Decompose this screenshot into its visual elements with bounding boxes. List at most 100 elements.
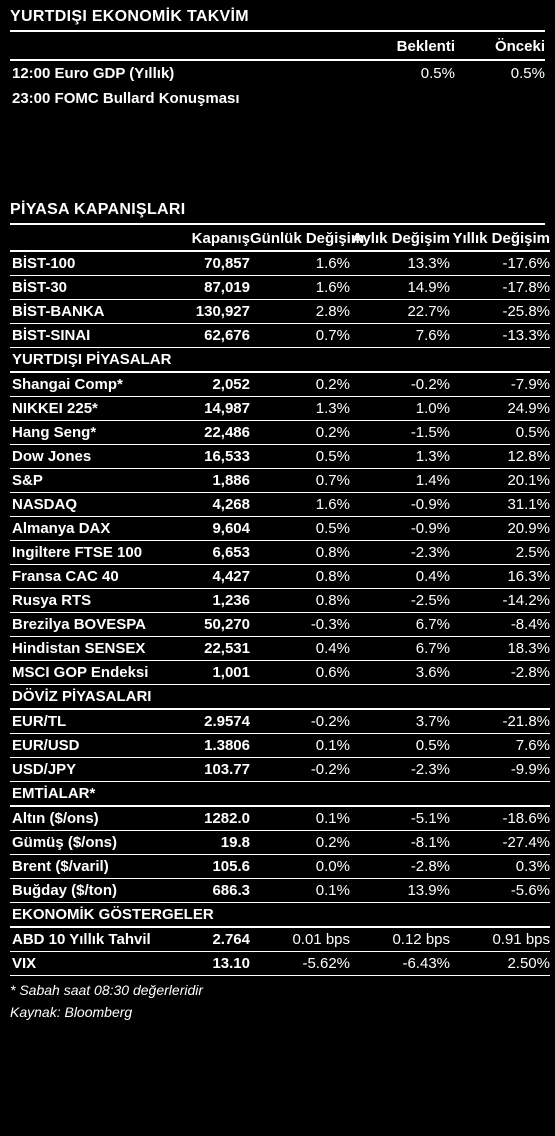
market-row-close: 22,531 [160, 637, 250, 661]
market-row-daily: 0.2% [250, 831, 350, 855]
market-row: EUR/USD1.38060.1%0.5%7.6% [10, 734, 550, 758]
market-row: BİST-3087,0191.6%14.9%-17.8% [10, 276, 550, 300]
market-row-monthly: 6.7% [350, 637, 450, 661]
market-row-name: Almanya DAX [10, 517, 160, 541]
market-row-daily: 0.2% [250, 372, 350, 397]
market-row: Gümüş ($/ons)19.80.2%-8.1%-27.4% [10, 831, 550, 855]
calendar-row-label: 12:00 Euro GDP (Yıllık) [10, 60, 365, 86]
calendar-row-expect [365, 86, 455, 111]
source: Kaynak: Bloomberg [10, 1004, 545, 1020]
market-row: Dow Jones16,5330.5%1.3%12.8% [10, 445, 550, 469]
market-row-daily: 0.1% [250, 806, 350, 831]
market-row-monthly: -0.9% [350, 517, 450, 541]
market-row-close: 130,927 [160, 300, 250, 324]
market-row-daily: -0.2% [250, 758, 350, 782]
market-row-yearly: 0.91 bps [450, 927, 550, 952]
market-row-monthly: 3.7% [350, 709, 450, 734]
market-row-name: Brezilya BOVESPA [10, 613, 160, 637]
market-row: NIKKEI 225*14,9871.3%1.0%24.9% [10, 397, 550, 421]
market-row: NASDAQ4,2681.6%-0.9%31.1% [10, 493, 550, 517]
calendar-row: 12:00 Euro GDP (Yıllık)0.5%0.5% [10, 60, 545, 86]
market-row-daily: 0.2% [250, 421, 350, 445]
market-row-close: 22,486 [160, 421, 250, 445]
footnote: * Sabah saat 08:30 değerleridir [10, 982, 545, 998]
market-row-name: Shangai Comp* [10, 372, 160, 397]
market-row: Almanya DAX9,6040.5%-0.9%20.9% [10, 517, 550, 541]
market-row-close: 14,987 [160, 397, 250, 421]
mkt-head-daily: Günlük Değişim [250, 227, 350, 251]
market-row-close: 1,236 [160, 589, 250, 613]
market-row-monthly: 0.4% [350, 565, 450, 589]
market-row-name: MSCI GOP Endeksi [10, 661, 160, 685]
market-row: Brent ($/varil)105.60.0%-2.8%0.3% [10, 855, 550, 879]
market-row-daily: 0.8% [250, 565, 350, 589]
market-row-yearly: 2.50% [450, 952, 550, 976]
mkt-head-yearly: Yıllık Değişim [450, 227, 550, 251]
market-row-close: 19.8 [160, 831, 250, 855]
market-row-close: 6,653 [160, 541, 250, 565]
market-row-name: Dow Jones [10, 445, 160, 469]
market-row-yearly: 16.3% [450, 565, 550, 589]
market-row-yearly: -17.6% [450, 251, 550, 276]
market-subheader-label: EKONOMİK GÖSTERGELER [10, 903, 550, 928]
market-row-yearly: -5.6% [450, 879, 550, 903]
market-row-yearly: 31.1% [450, 493, 550, 517]
market-row: EUR/TL2.9574-0.2%3.7%-21.8% [10, 709, 550, 734]
market-row: BİST-SINAI62,6760.7%7.6%-13.3% [10, 324, 550, 348]
calendar-row: 23:00 FOMC Bullard Konuşması [10, 86, 545, 111]
market-row-yearly: -7.9% [450, 372, 550, 397]
market-row-close: 16,533 [160, 445, 250, 469]
mkt-head-blank [10, 227, 160, 251]
market-row-close: 105.6 [160, 855, 250, 879]
market-row: USD/JPY103.77-0.2%-2.3%-9.9% [10, 758, 550, 782]
market-row-close: 103.77 [160, 758, 250, 782]
market-row-daily: 0.5% [250, 517, 350, 541]
market-row-name: USD/JPY [10, 758, 160, 782]
market-row-name: ABD 10 Yıllık Tahvil [10, 927, 160, 952]
market-row-name: BİST-30 [10, 276, 160, 300]
market-row: BİST-BANKA130,9272.8%22.7%-25.8% [10, 300, 550, 324]
calendar-head-prev: Önceki [455, 34, 545, 60]
market-row-close: 70,857 [160, 251, 250, 276]
market-row-monthly: 13.3% [350, 251, 450, 276]
market-row-name: NIKKEI 225* [10, 397, 160, 421]
market-row-name: BİST-BANKA [10, 300, 160, 324]
market-row-daily: 0.8% [250, 541, 350, 565]
market-row-name: NASDAQ [10, 493, 160, 517]
market-row-yearly: -21.8% [450, 709, 550, 734]
market-subheader: EKONOMİK GÖSTERGELER [10, 903, 550, 928]
calendar-head-blank [10, 34, 365, 60]
market-row: ABD 10 Yıllık Tahvil2.7640.01 bps0.12 bp… [10, 927, 550, 952]
market-row-monthly: -2.8% [350, 855, 450, 879]
market-row-name: Altın ($/ons) [10, 806, 160, 831]
market-row-name: Ingiltere FTSE 100 [10, 541, 160, 565]
market-row-yearly: 0.5% [450, 421, 550, 445]
market-row-yearly: -9.9% [450, 758, 550, 782]
market-row-close: 1282.0 [160, 806, 250, 831]
calendar-title: YURTDIŞI EKONOMİK TAKVİM [10, 8, 545, 32]
market-row-monthly: 7.6% [350, 324, 450, 348]
mkt-head-monthly: Aylık Değişim [350, 227, 450, 251]
market-row-yearly: -8.4% [450, 613, 550, 637]
market-row-yearly: -14.2% [450, 589, 550, 613]
market-row-close: 1,886 [160, 469, 250, 493]
market-row-name: Buğday ($/ton) [10, 879, 160, 903]
market-row-daily: 0.0% [250, 855, 350, 879]
market-row-close: 50,270 [160, 613, 250, 637]
market-row-name: EUR/TL [10, 709, 160, 734]
market-row-daily: 1.3% [250, 397, 350, 421]
market-row-monthly: -2.3% [350, 541, 450, 565]
market-row-daily: 0.7% [250, 469, 350, 493]
market-row-monthly: 14.9% [350, 276, 450, 300]
market-row: Fransa CAC 404,4270.8%0.4%16.3% [10, 565, 550, 589]
market-row: Ingiltere FTSE 1006,6530.8%-2.3%2.5% [10, 541, 550, 565]
market-row-monthly: 3.6% [350, 661, 450, 685]
market-row-yearly: -13.3% [450, 324, 550, 348]
market-row-daily: 1.6% [250, 276, 350, 300]
market-row: VIX13.10-5.62%-6.43%2.50% [10, 952, 550, 976]
market-row-monthly: 6.7% [350, 613, 450, 637]
calendar-row-prev [455, 86, 545, 111]
market-row-yearly: 7.6% [450, 734, 550, 758]
market-row-daily: -0.3% [250, 613, 350, 637]
market-row-close: 2,052 [160, 372, 250, 397]
